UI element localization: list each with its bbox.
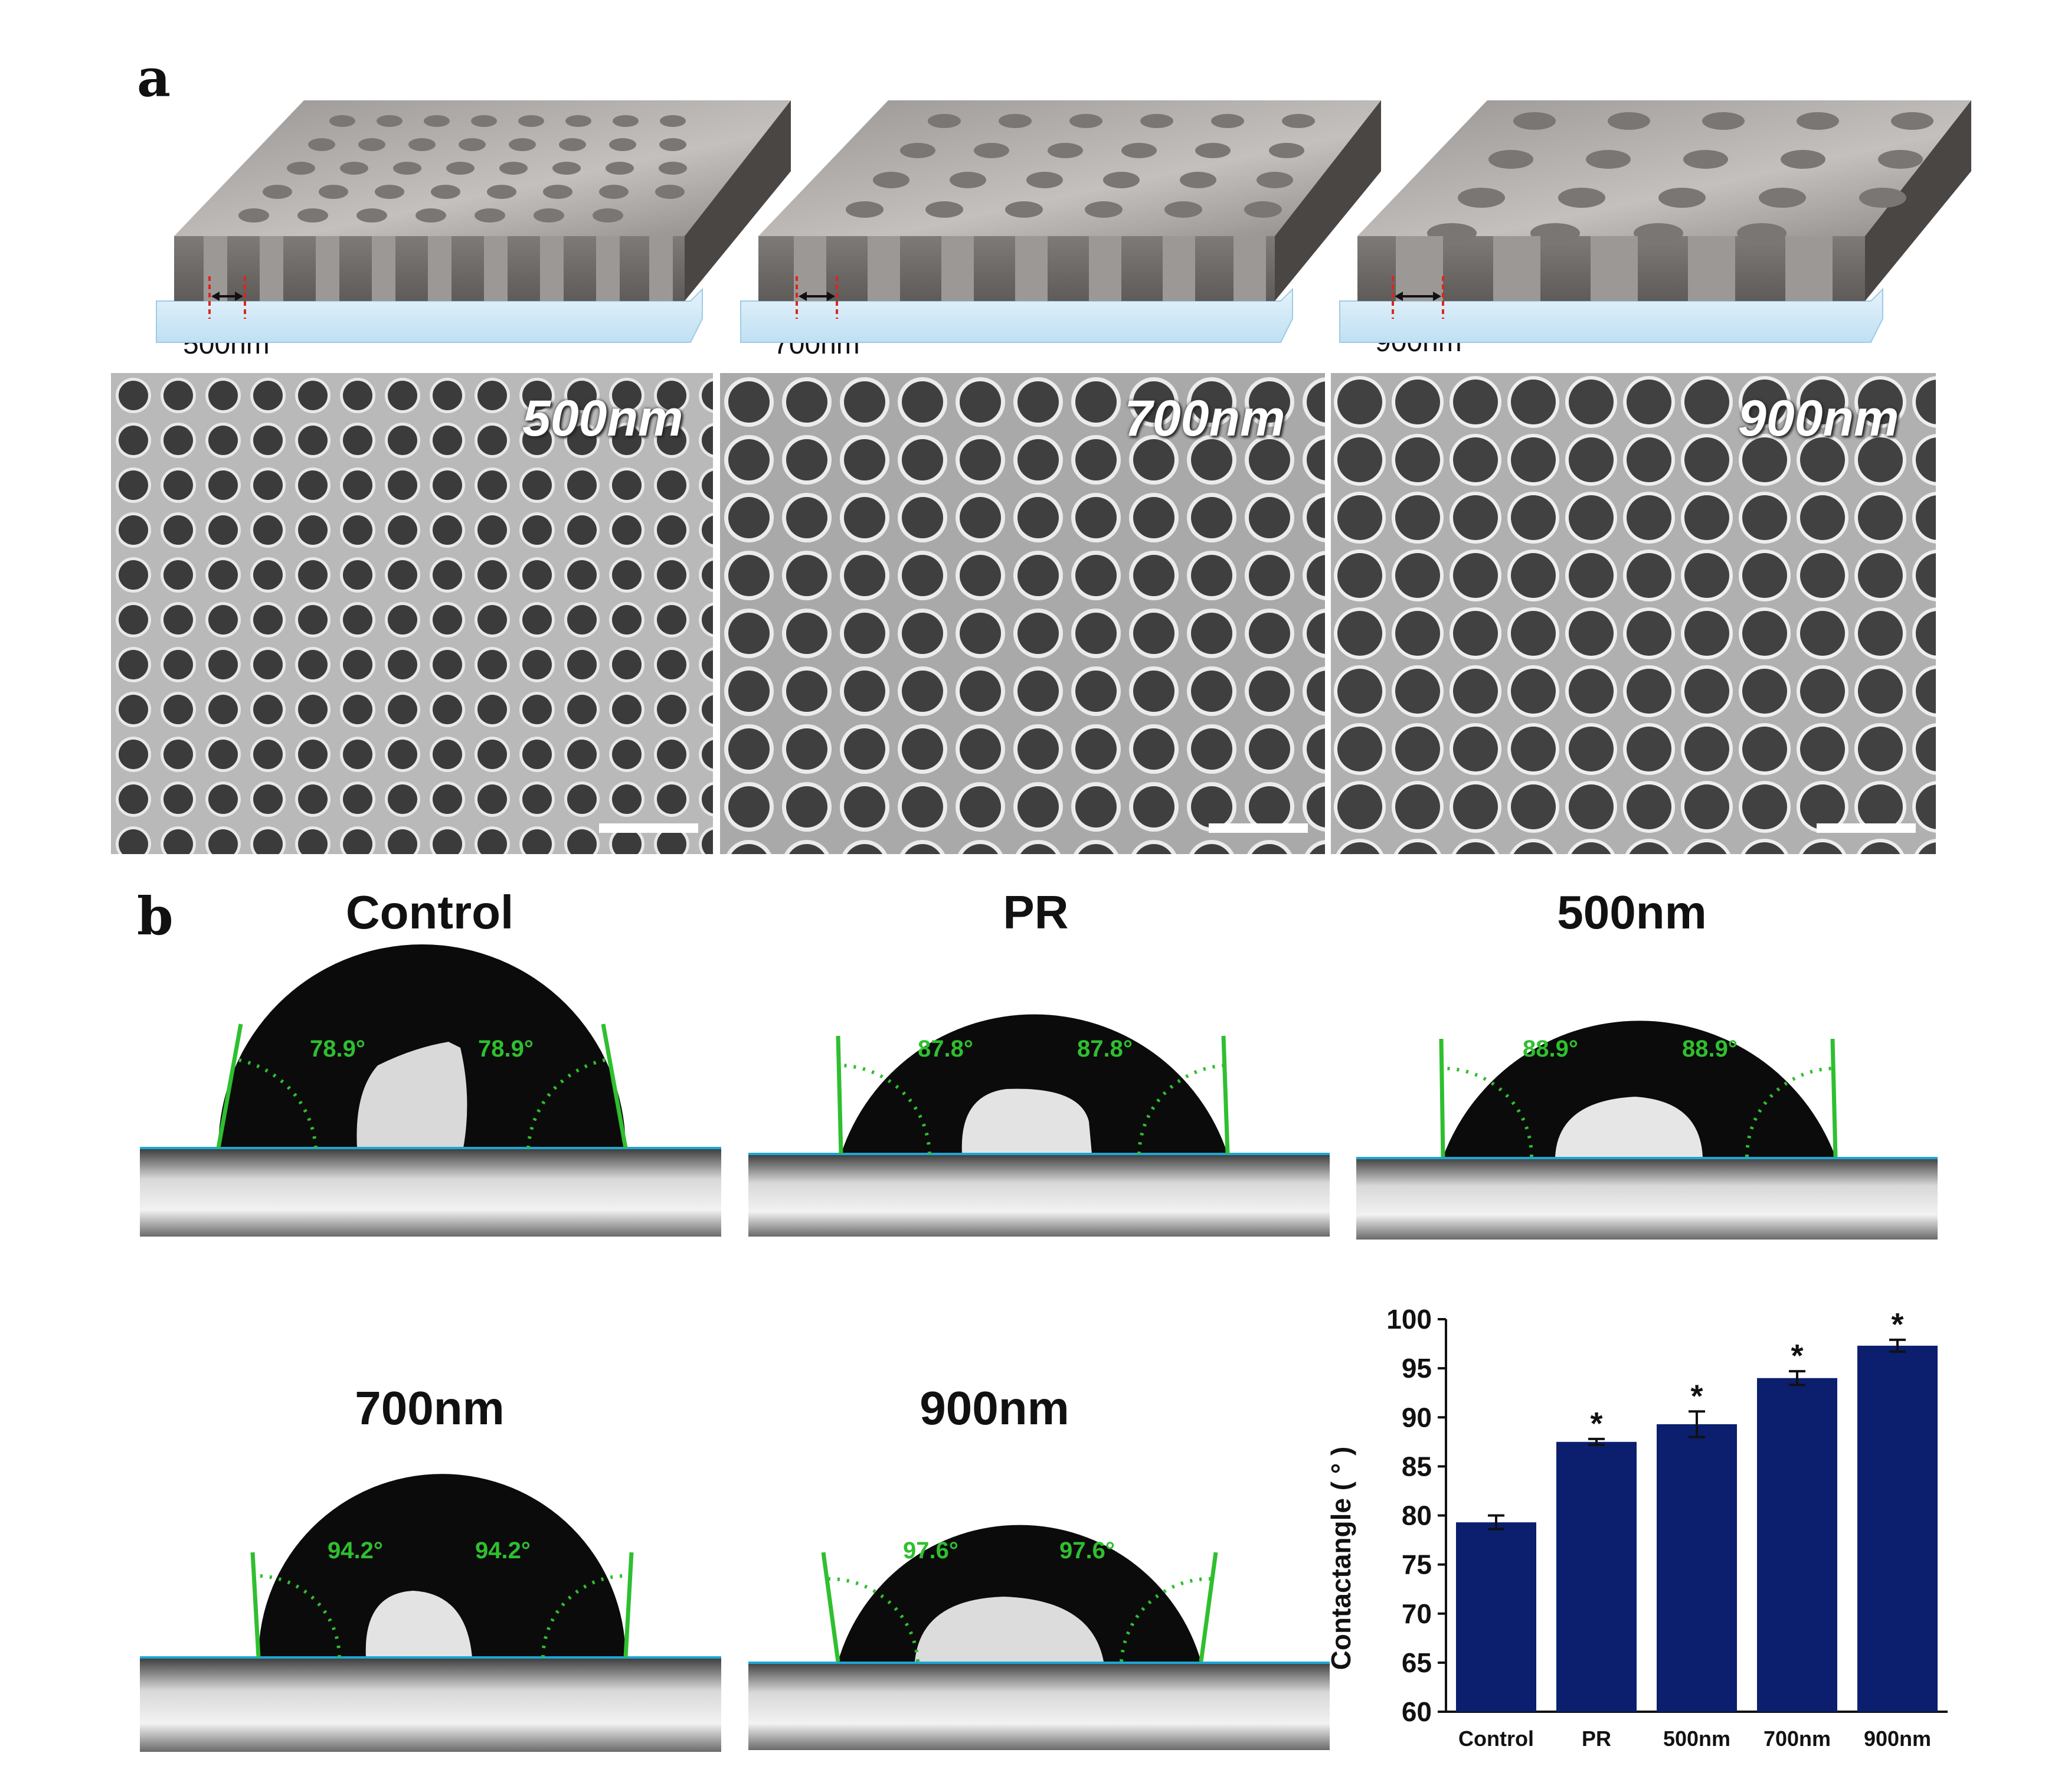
significance-marker: * (1891, 1307, 1903, 1342)
contact-angle-chart: 60 65 70 75 80 85 90 95 100 Control * PR * 500nm * 700n… (1326, 1304, 1948, 1751)
angle-500nm-left: 88.9° (1523, 1036, 1578, 1062)
schematic-500nm (156, 100, 791, 343)
sem-image-900nm (1331, 373, 1936, 854)
x-tick-label: PR (1582, 1726, 1611, 1751)
drop-title-control: Control (345, 886, 514, 938)
y-tick-label: 75 (1402, 1549, 1432, 1580)
angle-control-left: 78.9° (310, 1036, 365, 1062)
scale-bar-700nm (1209, 823, 1308, 833)
angle-500nm-right: 88.9° (1682, 1036, 1738, 1062)
significance-marker: * (1791, 1338, 1803, 1374)
chart-labels: 60 65 70 75 80 85 90 95 100 Control * PR * 500nm * 700n… (1386, 1304, 1931, 1751)
sem-image-700nm (720, 373, 1325, 854)
angle-control-right: 78.9° (478, 1036, 534, 1062)
drop-title-500nm: 500nm (1557, 886, 1707, 938)
x-tick-label: 500nm (1663, 1726, 1730, 1751)
significance-marker: * (1590, 1406, 1602, 1441)
angle-pr-right: 87.8° (1077, 1036, 1133, 1062)
schematics-layer (156, 100, 1971, 343)
schematic-900nm (1339, 100, 1971, 343)
chart-bars (1456, 1338, 1938, 1712)
y-tick-label: 100 (1386, 1304, 1432, 1335)
droplets-layer: 78.9° 78.9° 87.8° 87.8° 88.9° 88.9° 94.2… (140, 944, 1938, 1752)
bar (1556, 1441, 1637, 1712)
drop-image-700nm (140, 1474, 721, 1752)
panel-b-letter: b (137, 885, 174, 947)
panel-a-letter: a (137, 47, 171, 109)
sem-label-900nm: 900nm (1738, 390, 1899, 447)
x-tick-label: 900nm (1864, 1726, 1931, 1751)
bar (1757, 1378, 1837, 1712)
bar (1857, 1345, 1938, 1712)
angle-900nm-right: 97.6° (1059, 1538, 1115, 1564)
y-tick-label: 80 (1402, 1500, 1432, 1531)
drop-image-pr (748, 1014, 1330, 1237)
significance-marker: * (1690, 1378, 1703, 1414)
drop-image-900nm (748, 1525, 1330, 1750)
x-tick-label: 700nm (1763, 1726, 1831, 1751)
sem-layer (111, 373, 1936, 854)
y-tick-label: 85 (1402, 1451, 1432, 1482)
sem-label-500nm: 500nm (522, 390, 683, 447)
angle-900nm-left: 97.6° (903, 1538, 958, 1564)
angle-700nm-right: 94.2° (475, 1538, 531, 1564)
drop-title-pr: PR (1003, 886, 1069, 938)
scale-bar-500nm (599, 823, 698, 833)
angle-pr-left: 87.8° (918, 1036, 973, 1062)
drop-image-control (140, 944, 721, 1237)
drop-title-900nm: 900nm (920, 1382, 1069, 1434)
sem-image-500nm (111, 373, 713, 854)
schematic-700nm (740, 100, 1381, 343)
chart-y-axis-label: Contactangle ( ° ) (1326, 1447, 1356, 1670)
y-tick-label: 95 (1402, 1353, 1432, 1384)
y-tick-label: 60 (1402, 1696, 1432, 1727)
bar (1456, 1522, 1536, 1712)
y-tick-label: 70 (1402, 1598, 1432, 1629)
y-tick-label: 90 (1402, 1402, 1432, 1433)
angle-700nm-left: 94.2° (328, 1538, 383, 1564)
x-tick-label: Control (1458, 1726, 1534, 1751)
bar (1657, 1424, 1737, 1712)
sem-label-700nm: 700nm (1124, 390, 1285, 447)
scale-bar-900nm (1817, 823, 1916, 833)
drop-title-700nm: 700nm (355, 1382, 505, 1434)
drop-image-500nm (1356, 1021, 1938, 1240)
y-tick-label: 65 (1402, 1647, 1432, 1678)
